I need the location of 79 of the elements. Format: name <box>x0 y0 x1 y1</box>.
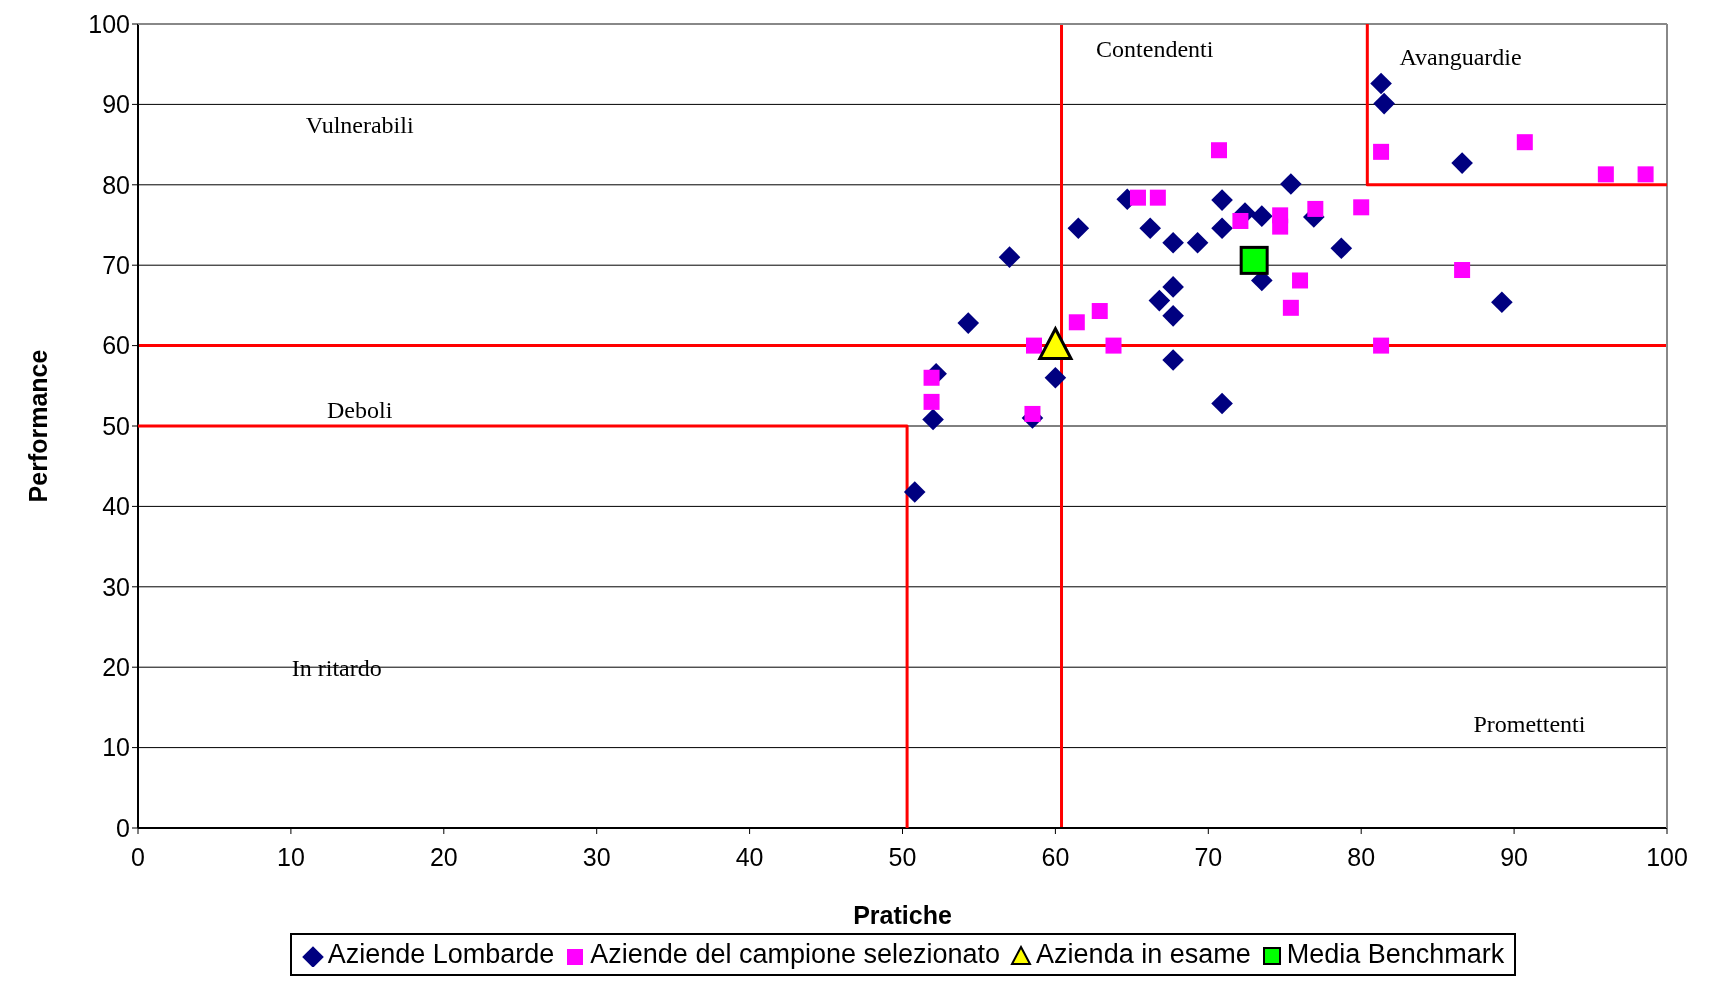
y-tick-label: 70 <box>102 251 130 280</box>
point <box>1239 245 1269 275</box>
legend-label: Aziende del campione selezionato <box>590 939 1001 969</box>
point <box>1211 142 1227 159</box>
point <box>1282 299 1299 316</box>
point <box>1451 152 1473 174</box>
point <box>1292 272 1309 289</box>
point <box>1186 231 1209 254</box>
x-tick-label: 10 <box>276 842 305 871</box>
annotation: Avanguardie <box>1399 43 1522 70</box>
point <box>1272 218 1289 235</box>
point <box>1307 200 1324 217</box>
y-tick-label: 90 <box>102 90 130 119</box>
point <box>1105 337 1122 354</box>
point <box>1139 217 1161 240</box>
x-tick-label: 70 <box>1194 842 1223 871</box>
point <box>1044 366 1067 389</box>
point <box>903 481 926 503</box>
point <box>1232 212 1249 229</box>
x-tick-label: 40 <box>735 842 764 871</box>
y-tick-label: 30 <box>102 572 130 601</box>
y-tick-label: 100 <box>88 9 130 38</box>
point <box>1162 349 1184 371</box>
point <box>1330 237 1353 260</box>
point <box>923 393 940 410</box>
point <box>1148 289 1171 312</box>
y-tick-label: 0 <box>116 813 130 842</box>
point <box>1251 205 1273 227</box>
point <box>1129 189 1146 206</box>
point <box>1597 166 1614 183</box>
point <box>1025 337 1042 354</box>
point <box>1024 405 1041 422</box>
point <box>1068 314 1085 331</box>
point <box>1280 173 1302 195</box>
point <box>998 246 1021 268</box>
point <box>1067 217 1090 240</box>
y-axis-title: Performance <box>23 349 52 503</box>
point <box>1211 189 1233 211</box>
x-axis-title: Pratiche <box>853 901 952 929</box>
point <box>1211 392 1233 415</box>
point <box>1516 134 1533 151</box>
point <box>922 408 944 431</box>
point <box>1211 217 1233 240</box>
annotation: Vulnerabili <box>305 112 414 139</box>
point <box>1373 143 1390 160</box>
x-tick-label: 20 <box>429 842 458 871</box>
legend-label: Azienda in esame <box>1036 939 1251 969</box>
x-tick-label: 60 <box>1041 842 1070 871</box>
y-tick-label: 80 <box>102 170 130 199</box>
x-tick-label: 30 <box>582 842 611 871</box>
point <box>1373 337 1390 354</box>
point <box>1491 291 1513 313</box>
x-tick-label: 90 <box>1500 842 1529 871</box>
point <box>1162 276 1184 298</box>
x-tick-label: 100 <box>1646 842 1688 871</box>
y-tick-label: 10 <box>102 733 130 762</box>
y-tick-label: 60 <box>102 331 130 360</box>
legend-label: Aziende Lombarde <box>327 939 555 969</box>
point <box>1373 92 1395 115</box>
point <box>957 312 980 334</box>
point <box>1162 305 1184 327</box>
annotation: Deboli <box>327 397 393 424</box>
y-tick-label: 40 <box>102 492 130 521</box>
point <box>923 369 940 386</box>
point <box>1162 231 1184 254</box>
point <box>1637 166 1654 183</box>
point <box>1091 303 1108 320</box>
annotation: Contendenti <box>1096 35 1214 62</box>
x-tick-label: 50 <box>888 842 917 871</box>
annotation: Promettenti <box>1473 711 1586 737</box>
point <box>1454 262 1471 279</box>
x-tick-label: 80 <box>1347 842 1376 871</box>
legend-label: Media Benchmark <box>1286 939 1505 969</box>
point <box>1353 199 1370 216</box>
point <box>1370 72 1392 95</box>
y-tick-label: 20 <box>102 653 130 682</box>
point <box>1149 189 1166 206</box>
y-tick-label: 50 <box>102 411 130 440</box>
point <box>1038 327 1073 361</box>
